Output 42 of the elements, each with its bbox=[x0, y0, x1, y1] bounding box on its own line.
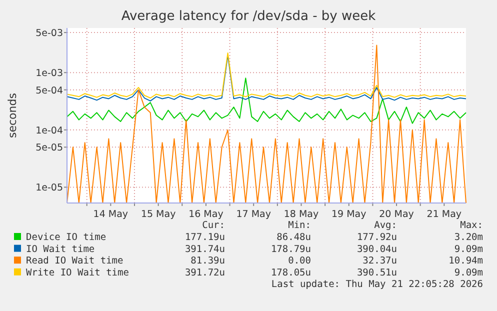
legend-label: IO Wait time bbox=[26, 244, 95, 255]
text: Min: bbox=[288, 220, 311, 231]
text: 390.04u bbox=[356, 244, 397, 255]
text: 391.74u bbox=[184, 244, 225, 255]
text: 32.37u bbox=[362, 256, 397, 267]
y-tick-label: 1e-03 bbox=[36, 68, 63, 80]
text: 0.00 bbox=[288, 256, 312, 267]
chart-title: Average latency for /dev/sda - by week bbox=[121, 9, 376, 24]
text: 81.39u bbox=[190, 256, 225, 267]
x-tick-label: 20 May bbox=[379, 209, 414, 220]
y-tick-label: 5e-03 bbox=[36, 28, 63, 40]
y-tick-label: 1e-05 bbox=[36, 182, 63, 194]
text: 177.92u bbox=[356, 232, 397, 243]
x-tick-label: 18 May bbox=[284, 209, 319, 220]
text: 390.51u bbox=[356, 267, 397, 278]
text: 177.19u bbox=[184, 232, 225, 243]
x-tick-label: 21 May bbox=[426, 209, 462, 220]
legend-label: Read IO Wait time bbox=[26, 256, 124, 267]
legend-label: Device IO time bbox=[26, 232, 106, 243]
x-tick-label: 16 May bbox=[188, 209, 224, 220]
text: 391.72u bbox=[184, 267, 225, 278]
x-tick-label: 17 May bbox=[236, 209, 272, 220]
x-tick-label: 19 May bbox=[332, 209, 367, 220]
y-tick-label: 5e-05 bbox=[36, 142, 63, 154]
legend-label: Write IO Wait time bbox=[26, 267, 130, 278]
text: Avg: bbox=[374, 220, 397, 231]
text: Last update: Thu May 21 22:05:28 2026 bbox=[271, 279, 484, 290]
text: Cur: bbox=[202, 220, 225, 231]
text: 3.20m bbox=[454, 232, 484, 243]
text: 178.05u bbox=[270, 267, 311, 278]
text: Max: bbox=[460, 220, 483, 231]
text: 9.09m bbox=[454, 244, 484, 255]
line-series bbox=[66, 78, 466, 124]
y-tick-label: 5e-04 bbox=[36, 85, 63, 96]
text: 9.09m bbox=[454, 267, 484, 278]
y-tick-label: 1e-04 bbox=[36, 125, 63, 136]
x-tick-label: 15 May bbox=[140, 209, 176, 220]
text: 178.79u bbox=[270, 244, 311, 255]
x-tick-label: 14 May bbox=[93, 209, 128, 220]
text: 10.94m bbox=[448, 256, 484, 267]
y-axis-title: seconds bbox=[6, 92, 19, 138]
text: 86.48u bbox=[276, 232, 311, 243]
